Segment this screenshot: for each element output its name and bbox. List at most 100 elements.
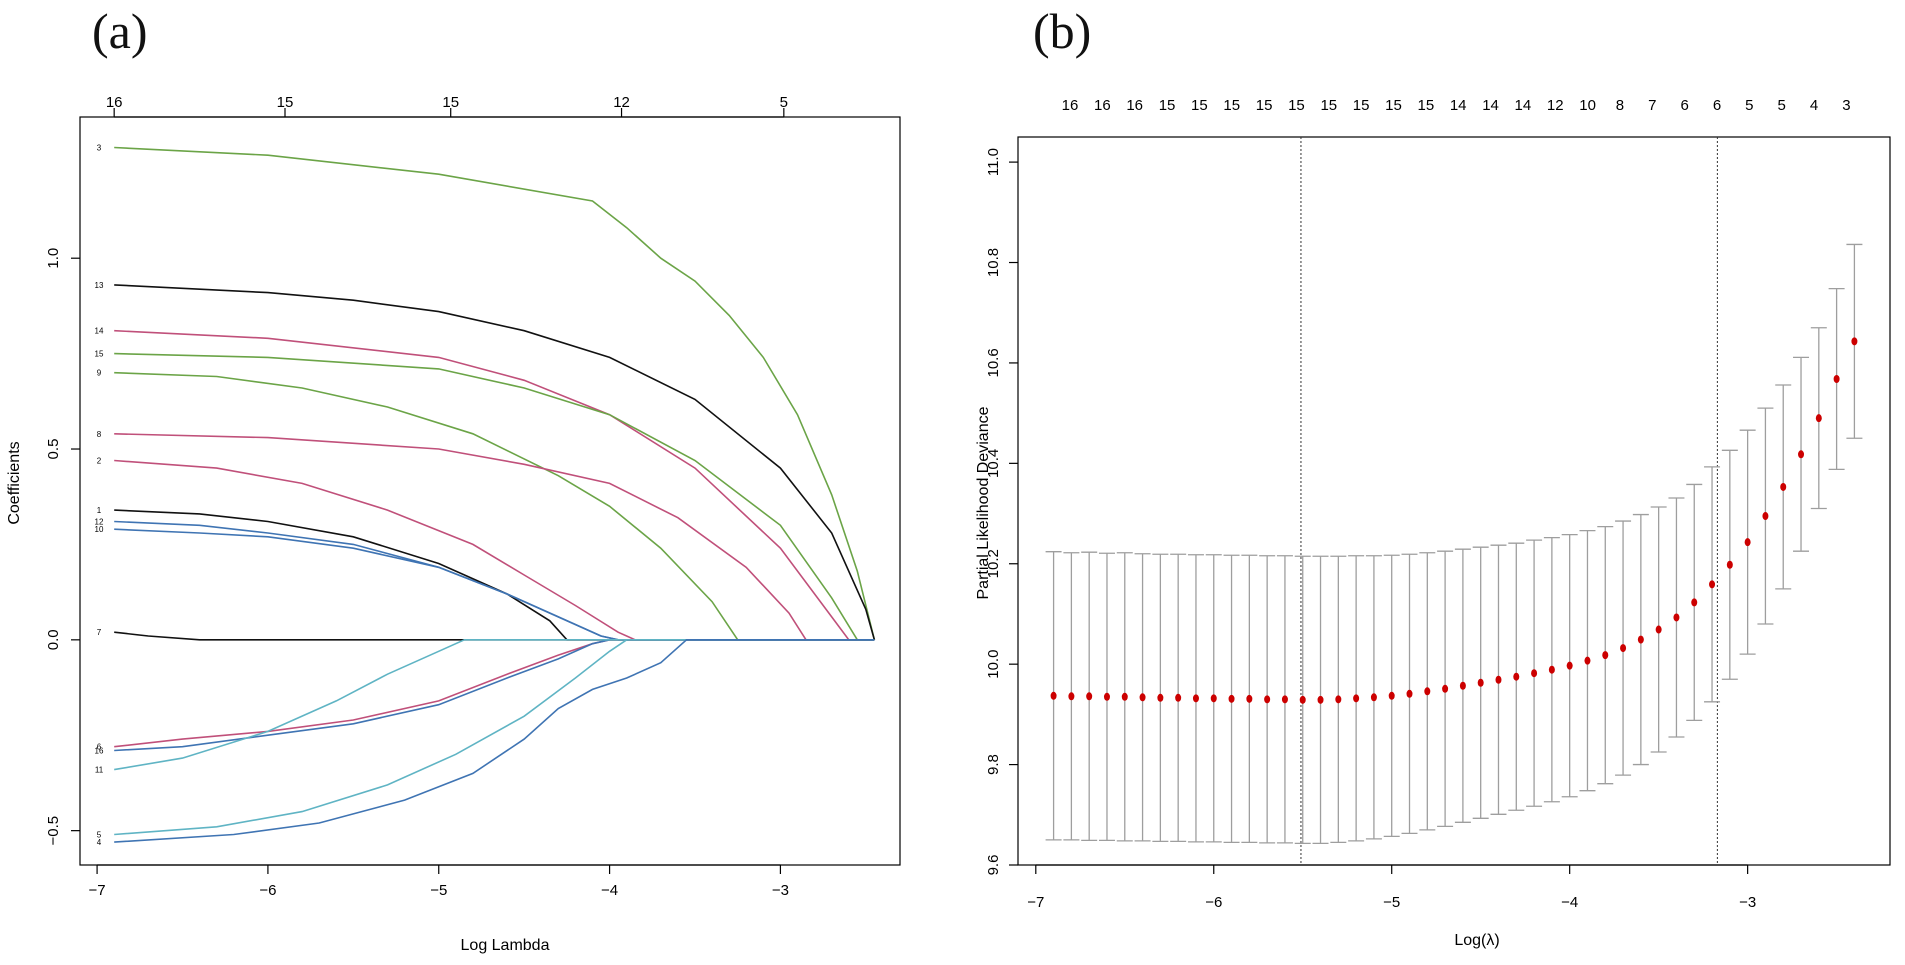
deviance-point (1548, 665, 1555, 674)
panel-b-top-tick-label: 6 (1680, 97, 1688, 114)
panel-a-y-tick-label: −0.5 (45, 816, 62, 846)
deviance-point (1228, 694, 1235, 703)
coef-path-label-11: 11 (95, 766, 104, 775)
panel-a-x-tick-label: −3 (772, 882, 789, 899)
deviance-point (1175, 693, 1182, 702)
deviance-point (1424, 687, 1431, 696)
deviance-point (1281, 695, 1288, 704)
panel-b-top-tick-label: 15 (1288, 97, 1305, 114)
coef-path-label-1: 1 (97, 506, 102, 515)
panel-a-label: (a) (92, 3, 148, 59)
coef-path-14 (114, 329, 875, 641)
coef-path-4 (114, 639, 875, 843)
coef-path-10 (114, 528, 875, 641)
coef-path-label-12: 12 (95, 518, 104, 527)
deviance-point (1335, 695, 1342, 704)
panel-b-top-tick-label: 15 (1159, 97, 1176, 114)
deviance-point (1513, 672, 1520, 681)
panel-b-top-tick-label: 14 (1482, 97, 1499, 114)
panel-b-points (1050, 337, 1858, 704)
deviance-point (1762, 512, 1769, 521)
panel-a-y-tick-label: 0.5 (45, 439, 62, 460)
coef-path-label-5: 5 (97, 830, 102, 839)
coef-path-label-2: 2 (97, 456, 102, 465)
coef-path-3 (114, 146, 876, 640)
coef-path-12 (114, 520, 875, 641)
panel-b-top-tick-label: 6 (1713, 97, 1721, 114)
deviance-point (1068, 692, 1075, 701)
coef-path-8 (114, 433, 875, 641)
panel-b-top-tick-label: 16 (1062, 97, 1079, 114)
coef-path-label-9: 9 (97, 369, 102, 378)
deviance-point (1264, 695, 1271, 704)
deviance-point (1691, 598, 1698, 607)
deviance-point (1584, 656, 1591, 665)
coef-path-16 (114, 639, 875, 752)
deviance-point (1726, 560, 1733, 569)
deviance-point (1637, 635, 1644, 644)
panel-a-top-tick-label: 15 (442, 94, 459, 111)
deviance-point (1477, 678, 1484, 687)
panel-a-x-tick-label: −7 (89, 882, 106, 899)
coef-path-label-8: 8 (97, 430, 102, 439)
deviance-point (1139, 693, 1146, 702)
panel-a-y-axis: −0.5 0.0 0.5 1.0 (45, 248, 80, 846)
panel-b-x-tick-label: −3 (1739, 894, 1756, 911)
panel-b-x-tick-label: −7 (1027, 894, 1044, 911)
coef-path-label-7: 7 (97, 628, 102, 637)
panel-a-x-axis-title: Log Lambda (461, 937, 550, 954)
coef-path-11 (114, 639, 875, 771)
panel-a-x-tick-label: −5 (430, 882, 447, 899)
panel-b-error-bars (1045, 243, 1863, 845)
coef-path-5 (114, 639, 875, 836)
panel-b-x-tick-label: −5 (1383, 894, 1400, 911)
coef-path-7 (114, 631, 875, 641)
panel-a-top-tick-label: 15 (277, 94, 294, 111)
panel-b-lambda-lines (1300, 137, 1718, 865)
deviance-point (1744, 538, 1751, 547)
panel-b-y-tick-label: 9.6 (985, 855, 1002, 876)
coef-path-label-4: 4 (97, 838, 102, 847)
deviance-point (1495, 675, 1502, 684)
deviance-point (1121, 692, 1128, 701)
deviance-point (1709, 580, 1716, 589)
deviance-point (1798, 450, 1805, 459)
panel-a-y-axis-title: Coefficients (6, 441, 23, 524)
coef-path-label-14: 14 (95, 327, 104, 336)
deviance-point (1210, 694, 1217, 703)
deviance-point (1833, 374, 1840, 383)
deviance-point (1566, 661, 1573, 670)
deviance-point (1299, 695, 1306, 704)
panel-a-x-tick-label: −6 (259, 882, 276, 899)
panel-b-x-tick-label: −4 (1561, 894, 1578, 911)
coef-path-label-6: 6 (97, 743, 102, 752)
panel-b-y-tick-label: 10.0 (985, 650, 1002, 679)
panel-b-top-axis: 16 16 16 15 15 15 15 15 15 15 15 15 14 14 14 12 10 8 7 6 6 5 5… (1062, 97, 1851, 114)
deviance-point (1103, 692, 1110, 701)
panel-b-top-tick-label: 16 (1094, 97, 1111, 114)
coef-path-label-16: 16 (95, 747, 104, 756)
panel-b-top-tick-label: 15 (1320, 97, 1337, 114)
deviance-point (1370, 693, 1377, 702)
panel-a-top-tick-label: 16 (106, 94, 123, 111)
deviance-point (1388, 691, 1395, 700)
panel-b-top-tick-label: 16 (1126, 97, 1143, 114)
panel-b-top-tick-label: 7 (1648, 97, 1656, 114)
deviance-point (1406, 689, 1413, 698)
panel-a-y-tick-label: 1.0 (45, 248, 62, 269)
panel-a-x-tick-label: −4 (601, 882, 618, 899)
panel-b-plot-box (1017, 136, 1891, 866)
coef-path-label-10: 10 (95, 525, 104, 534)
deviance-point (1655, 625, 1662, 634)
coef-path-15 (114, 352, 875, 641)
panel-b-top-tick-label: 5 (1778, 97, 1786, 114)
panel-b-y-tick-label: 11.0 (985, 148, 1002, 176)
coef-path-6 (114, 639, 875, 748)
panel-a-plot-box (79, 116, 901, 866)
panel-b-top-tick-label: 14 (1450, 97, 1467, 114)
coef-path-2 (114, 459, 875, 641)
deviance-point (1620, 644, 1627, 653)
deviance-point (1086, 692, 1093, 701)
